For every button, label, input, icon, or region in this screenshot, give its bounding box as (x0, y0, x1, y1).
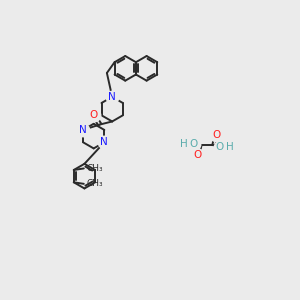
Text: N: N (100, 137, 108, 147)
Text: O: O (190, 139, 198, 149)
Text: N: N (108, 92, 116, 102)
Text: H: H (180, 139, 188, 149)
Text: H: H (226, 142, 234, 152)
Text: N: N (79, 125, 87, 135)
Text: O: O (90, 110, 98, 120)
Text: O: O (216, 142, 224, 152)
Text: O: O (194, 150, 202, 160)
Text: CH₃: CH₃ (86, 164, 103, 173)
Text: CH₃: CH₃ (86, 179, 103, 188)
Text: O: O (212, 130, 220, 140)
